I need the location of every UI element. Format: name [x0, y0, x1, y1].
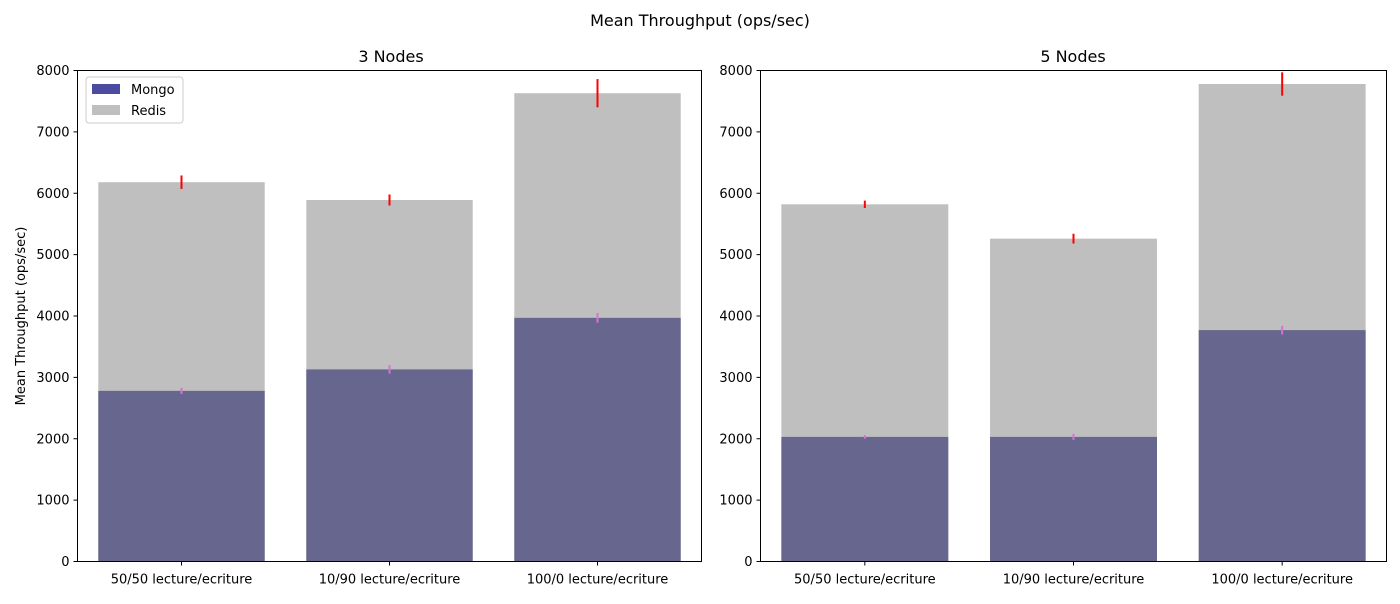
y-tick-label: 5000	[36, 248, 69, 263]
legend-swatch-mongo	[92, 84, 120, 94]
x-axis: 50/50 lecture/ecriture 10/90 lecture/ecri…	[111, 561, 669, 588]
x-tick-label: 100/0 lecture/ecriture	[527, 573, 669, 588]
y-axis: 0 1000 2000 3000 4000 5000 6000 7000 8000	[719, 64, 761, 570]
bar-mongo-1	[98, 390, 265, 562]
y-tick-label: 3000	[36, 371, 69, 386]
x-tick-label: 100/0 lecture/ecriture	[1211, 573, 1353, 588]
bars	[781, 84, 1366, 562]
x-tick-label: 10/90 lecture/ecriture	[319, 573, 461, 588]
x-tick-label: 10/90 lecture/ecriture	[1003, 573, 1145, 588]
y-tick-label: 1000	[719, 494, 752, 509]
bar-mongo-3	[1198, 330, 1366, 562]
y-tick-label: 6000	[719, 187, 752, 202]
y-tick-label: 5000	[719, 248, 752, 263]
x-tick-label: 50/50 lecture/ecriture	[794, 573, 936, 588]
bar-mongo-1	[781, 436, 949, 562]
y-tick-label: 4000	[36, 310, 69, 325]
y-tick-label: 1000	[36, 494, 69, 509]
y-tick-label: 2000	[36, 432, 69, 447]
axes-frame	[77, 70, 702, 562]
bars	[98, 93, 681, 562]
legend-label-mongo: Mongo	[131, 83, 175, 98]
panel-5-nodes: 5 Nodes 0 1000 2000 3000 4000 5000 6000 7000 800…	[719, 47, 1387, 588]
y-tick-label: 4000	[719, 310, 752, 325]
y-tick-label: 8000	[719, 64, 752, 79]
panel-3-nodes: 3 Nodes Mean Throughput (ops/sec) 0 1000 2…	[14, 47, 702, 588]
bar-mongo-2	[990, 436, 1157, 562]
y-tick-label: 2000	[719, 432, 752, 447]
y-axis: 0 1000 2000 3000 4000 5000 6000 7000 8000	[36, 64, 78, 570]
legend-label-redis: Redis	[131, 104, 166, 119]
x-axis: 50/50 lecture/ecriture 10/90 lecture/ecri…	[794, 561, 1353, 588]
legend-swatch-redis	[92, 105, 120, 115]
error-bars	[180, 79, 599, 394]
x-tick-label: 50/50 lecture/ecriture	[111, 573, 253, 588]
y-tick-label: 6000	[36, 187, 69, 202]
y-tick-label: 7000	[36, 125, 69, 140]
bar-mongo-2	[306, 369, 473, 562]
panel-title: 3 Nodes	[358, 47, 423, 66]
error-bars	[863, 72, 1284, 440]
axes-frame	[760, 70, 1387, 562]
y-tick-label: 7000	[719, 125, 752, 140]
bar-mongo-3	[514, 317, 681, 562]
y-tick-label: 8000	[36, 64, 69, 79]
y-tick-label: 0	[744, 555, 752, 570]
panel-title: 5 Nodes	[1040, 47, 1105, 66]
legend: Mongo Redis	[85, 76, 184, 124]
y-tick-label: 0	[61, 555, 69, 570]
y-axis-label: Mean Throughput (ops/sec)	[14, 227, 29, 406]
figure-title: Mean Throughput (ops/sec)	[590, 11, 810, 30]
y-tick-label: 3000	[719, 371, 752, 386]
